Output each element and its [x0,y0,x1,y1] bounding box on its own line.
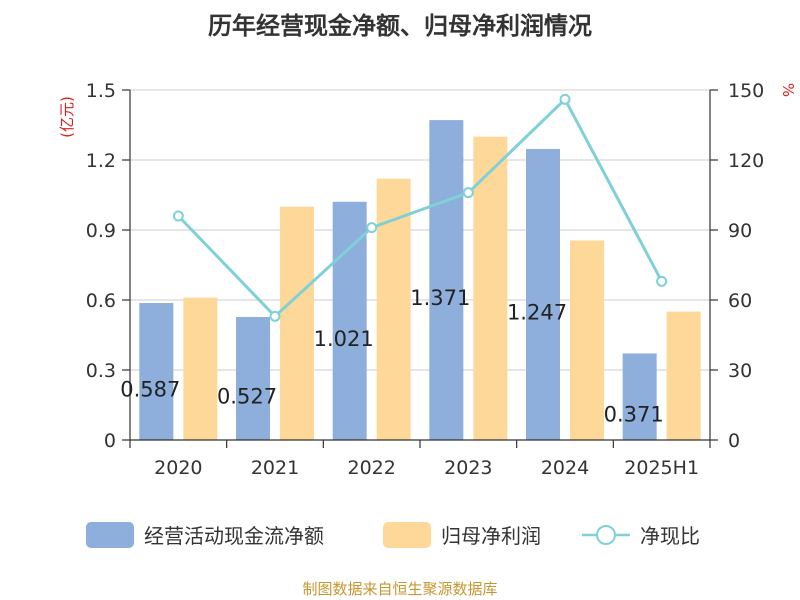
legend-label: 净现比 [640,524,700,548]
left-tick-label: 1.5 [86,80,116,102]
source-note: 制图数据来自恒生聚源数据库 [302,580,497,598]
bar-netprofit [473,136,508,440]
ratio-point [366,222,378,234]
right-tick-label: 60 [728,290,752,312]
legend-label: 归母净利润 [441,524,541,548]
bar-cashflow [332,201,367,440]
bar-netprofit [666,311,701,440]
legend-label: 经营活动现金流净额 [144,524,324,548]
left-tick-label: 0.6 [86,290,116,312]
left-tick-label: 0 [104,430,116,452]
x-tick-label: 2025H1 [624,457,699,479]
data-label: 0.371 [604,403,664,427]
data-label: 0.587 [120,378,180,402]
data-label: 0.527 [217,385,277,409]
left-axis-unit: (亿元) [58,96,76,138]
right-axis-unit: % [779,83,797,97]
data-label: 1.247 [507,301,567,325]
legend-swatch [86,522,134,548]
x-tick-label: 2023 [444,457,492,479]
ratio-point [462,187,474,199]
ratio-point [172,210,184,222]
chart-title: 历年经营现金净额、归母净利润情况 [208,12,592,40]
legend-swatch [383,522,431,548]
bar-netprofit [570,240,604,440]
bar-cashflow [236,317,270,440]
line-layer [172,93,668,322]
ratio-point [559,93,571,105]
grid [130,89,710,371]
x-tick-label: 2024 [541,457,589,479]
left-tick-label: 0.9 [86,220,116,242]
data-labels: 0.587 0.527 1.021 1.371 1.247 0.371 [120,286,663,427]
right-tick-label: 120 [728,150,764,172]
left-tick-label: 1.2 [86,150,116,172]
axes: 0 0.3 0.6 0.9 1.2 1.5 0 30 60 90 120 150 2020 2021 202… [86,80,764,479]
right-tick-label: 90 [728,220,752,242]
bar-cashflow [622,353,657,440]
x-tick-label: 2021 [251,457,299,479]
bar-cashflow [429,120,464,440]
right-tick-label: 0 [728,430,740,452]
x-tick-label: 2022 [347,457,395,479]
x-tick-label: 2020 [154,457,202,479]
data-label: 1.371 [410,286,470,310]
bar-cashflow [526,149,560,441]
bar-netprofit [280,206,314,440]
data-label: 1.021 [314,327,374,351]
ratio-line [177,96,663,319]
ratio-point [656,275,668,287]
legend-marker [596,525,616,545]
right-tick-label: 30 [728,360,752,382]
ratio-point [269,310,281,322]
left-tick-label: 0.3 [86,360,116,382]
bar-layer [139,120,701,441]
bar-netprofit [183,297,218,440]
right-tick-label: 150 [728,80,764,102]
bar-cashflow [139,303,174,440]
legend[interactable]: 经营活动现金流净额 归母净利润 净现比 [86,522,700,548]
bar-netprofit [376,178,411,440]
